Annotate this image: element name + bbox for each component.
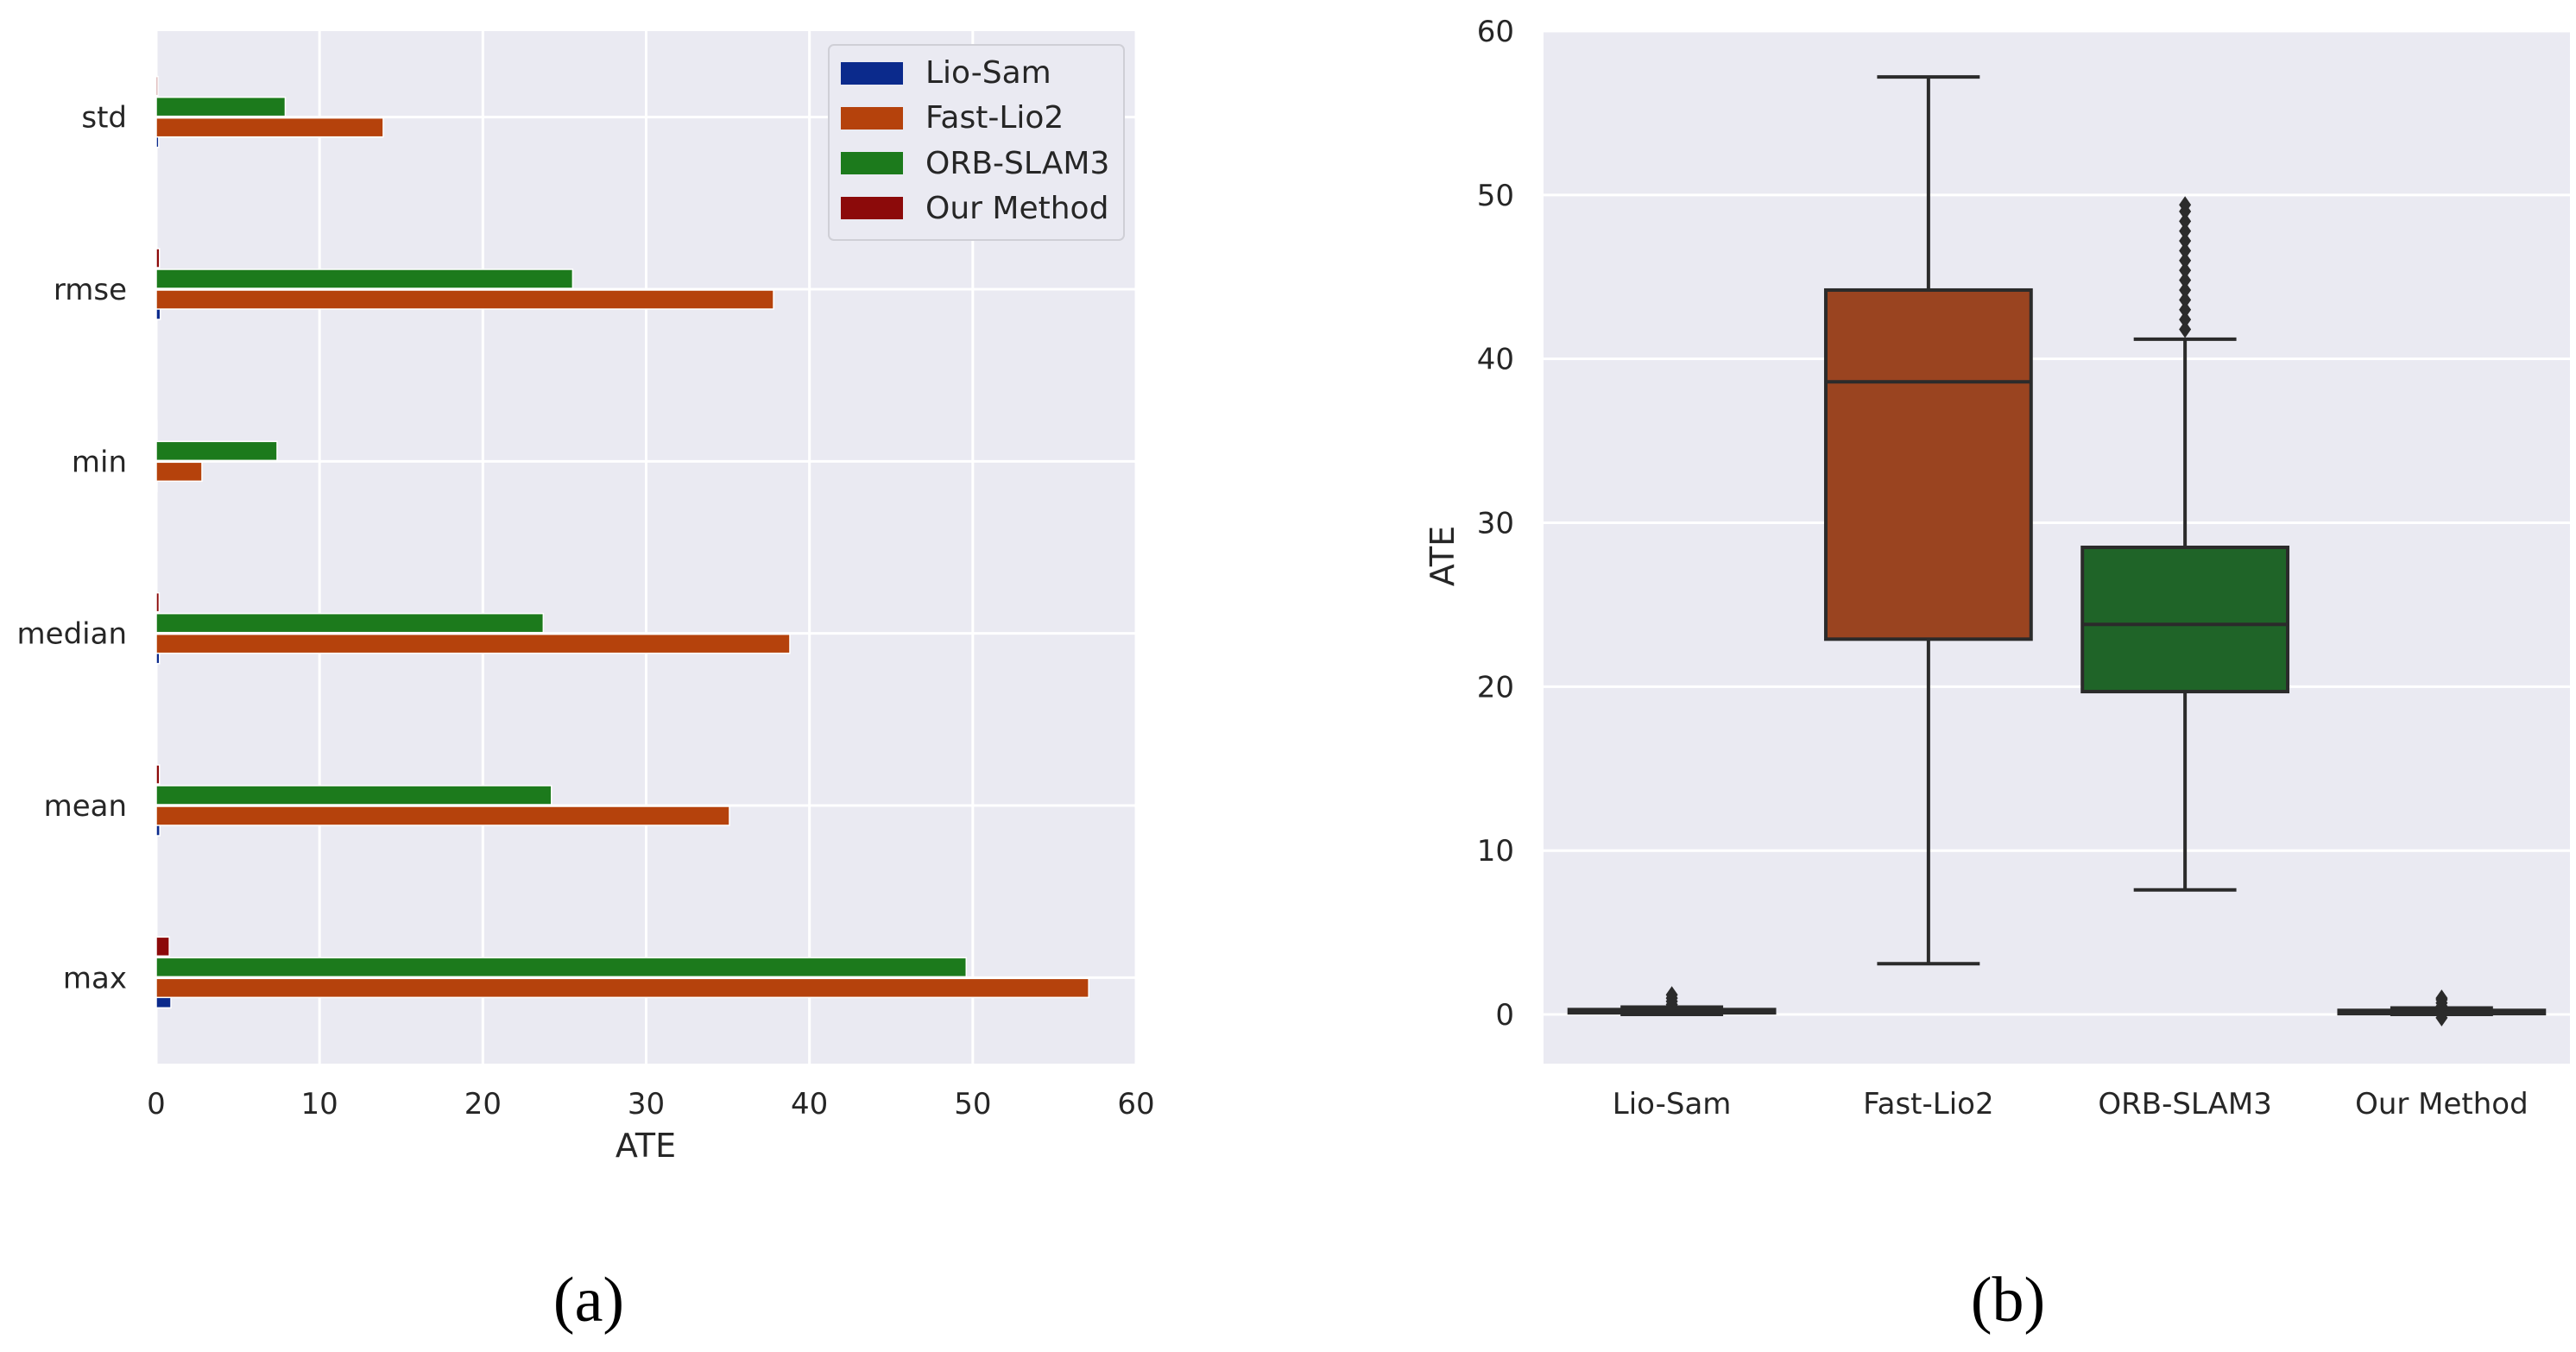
legend-label-orb-slam3: ORB-SLAM3 — [925, 146, 1109, 181]
bar-rmse-fast-lio2 — [155, 289, 774, 310]
outlier-orb-slam3-5 — [2179, 271, 2192, 289]
outlier-our-method-0 — [2435, 1008, 2448, 1027]
y-tick-label-0: 0 — [1495, 998, 1514, 1033]
legend-label-our-method: Our Method — [925, 191, 1108, 226]
outlier-orb-slam3-3 — [2179, 291, 2192, 309]
outlier-our-method-4 — [2435, 989, 2448, 1008]
panel-b-category-labels: Lio-Sam Fast-Lio2 ORB-SLAM3 Our Method — [1613, 1087, 2529, 1121]
panel-a-x-axis-label: ATE — [616, 1127, 676, 1165]
legend-label-lio-sam: Lio-Sam — [925, 55, 1051, 91]
bar-std-orb-slam3 — [155, 96, 287, 117]
bar-max-fast-lio2 — [155, 977, 1089, 999]
x-tick-label-20: 20 — [464, 1087, 502, 1121]
category-label-max: max — [63, 961, 127, 995]
panel-a-category-labels: std rmse min median mean max — [17, 101, 127, 996]
outlier-lio-sam-3 — [1665, 986, 1678, 1004]
y-tick-label-30: 30 — [1477, 507, 1514, 541]
bar-min-fast-lio2 — [155, 461, 203, 483]
y-tick-label-60: 60 — [1477, 15, 1514, 49]
bar-rmse-our-method — [155, 248, 161, 269]
y-tick-label-10: 10 — [1477, 834, 1514, 869]
box-group-fast-lio2 — [1823, 75, 2033, 966]
panel-b-y-tick-labels: 0 10 20 30 40 50 60 — [1477, 15, 1514, 1033]
box-orb-slam3 — [2080, 546, 2290, 694]
category-label-orb-slam3: ORB-SLAM3 — [2098, 1087, 2272, 1121]
box-group-orb-slam3 — [2080, 196, 2290, 892]
panel-a-label: (a) — [553, 1265, 624, 1336]
outlier-orb-slam3-6 — [2179, 262, 2192, 280]
outlier-orb-slam3-2 — [2179, 300, 2192, 319]
category-label-mean: mean — [44, 789, 127, 824]
legend-swatch-our-method — [841, 197, 903, 219]
box-group-lio-sam — [1567, 986, 1777, 1017]
x-tick-label-40: 40 — [791, 1087, 828, 1121]
panel-a-bars — [155, 75, 1089, 1009]
panel-b-box-plot: 0 10 20 30 40 50 60 Lio-Sam Fast-Lio2 ORB-SLAM3 O… — [1424, 15, 2570, 1336]
legend-swatch-fast-lio2 — [841, 107, 903, 130]
y-tick-label-50: 50 — [1477, 179, 1514, 213]
outlier-orb-slam3-13 — [2179, 196, 2192, 214]
panel-b-label: (b) — [1971, 1265, 2045, 1336]
bar-max-our-method — [155, 936, 170, 957]
category-label-fast-lio2: Fast-Lio2 — [1863, 1087, 1993, 1121]
box-group-our-method — [2337, 989, 2547, 1027]
category-label-our-method: Our Method — [2355, 1087, 2529, 1121]
bar-median-our-method — [155, 591, 161, 613]
category-label-std: std — [81, 101, 127, 136]
outlier-orb-slam3-0 — [2179, 320, 2192, 338]
outlier-orb-slam3-11 — [2179, 212, 2192, 231]
category-label-min: min — [72, 445, 127, 479]
x-tick-label-30: 30 — [628, 1087, 665, 1121]
y-tick-label-40: 40 — [1477, 343, 1514, 377]
panel-a-x-tick-labels: 0 10 20 30 40 50 60 — [147, 1087, 1154, 1121]
bar-median-orb-slam3 — [155, 612, 545, 634]
x-tick-label-10: 10 — [301, 1087, 338, 1121]
category-label-lio-sam: Lio-Sam — [1613, 1087, 1732, 1121]
bar-median-fast-lio2 — [155, 633, 791, 654]
outlier-orb-slam3-8 — [2179, 242, 2192, 260]
legend-swatch-orb-slam3 — [841, 152, 903, 174]
box-fast-lio2 — [1823, 287, 2033, 641]
x-tick-label-0: 0 — [147, 1087, 166, 1121]
panel-b-plot-area — [1544, 31, 2570, 1064]
bar-min-orb-slam3 — [155, 440, 278, 462]
bar-mean-our-method — [155, 764, 161, 785]
bar-std-our-method — [155, 75, 159, 97]
bar-rmse-orb-slam3 — [155, 269, 574, 289]
category-label-rmse: rmse — [54, 273, 127, 307]
panel-a-gridlines — [155, 31, 1138, 1064]
legend-frame — [828, 44, 1125, 241]
bar-mean-fast-lio2 — [155, 806, 730, 826]
legend-swatch-lio-sam — [841, 62, 903, 85]
outlier-orb-slam3-1 — [2179, 311, 2192, 329]
panel-a-legend: Lio-Sam Fast-Lio2 ORB-SLAM3 Our Method — [828, 44, 1125, 241]
panel-b-y-axis-label: ATE — [1424, 526, 1462, 586]
bar-min-our-method — [155, 420, 158, 441]
category-label-median: median — [17, 617, 127, 652]
bar-max-orb-slam3 — [155, 957, 968, 978]
x-tick-label-60: 60 — [1117, 1087, 1154, 1121]
outlier-orb-slam3-9 — [2179, 231, 2192, 250]
panel-b-boxes — [1567, 75, 2547, 1027]
outlier-orb-slam3-4 — [2179, 281, 2192, 299]
panel-a-bar-chart: std rmse min median mean max 0 10 20 30 40 50 60 AT… — [17, 31, 1155, 1336]
outlier-orb-slam3-10 — [2179, 222, 2192, 240]
bar-mean-orb-slam3 — [155, 785, 552, 806]
bar-std-fast-lio2 — [155, 117, 384, 138]
x-tick-label-50: 50 — [954, 1087, 991, 1121]
legend-label-fast-lio2: Fast-Lio2 — [925, 100, 1064, 136]
y-tick-label-20: 20 — [1477, 670, 1514, 704]
outlier-orb-slam3-7 — [2179, 251, 2192, 269]
